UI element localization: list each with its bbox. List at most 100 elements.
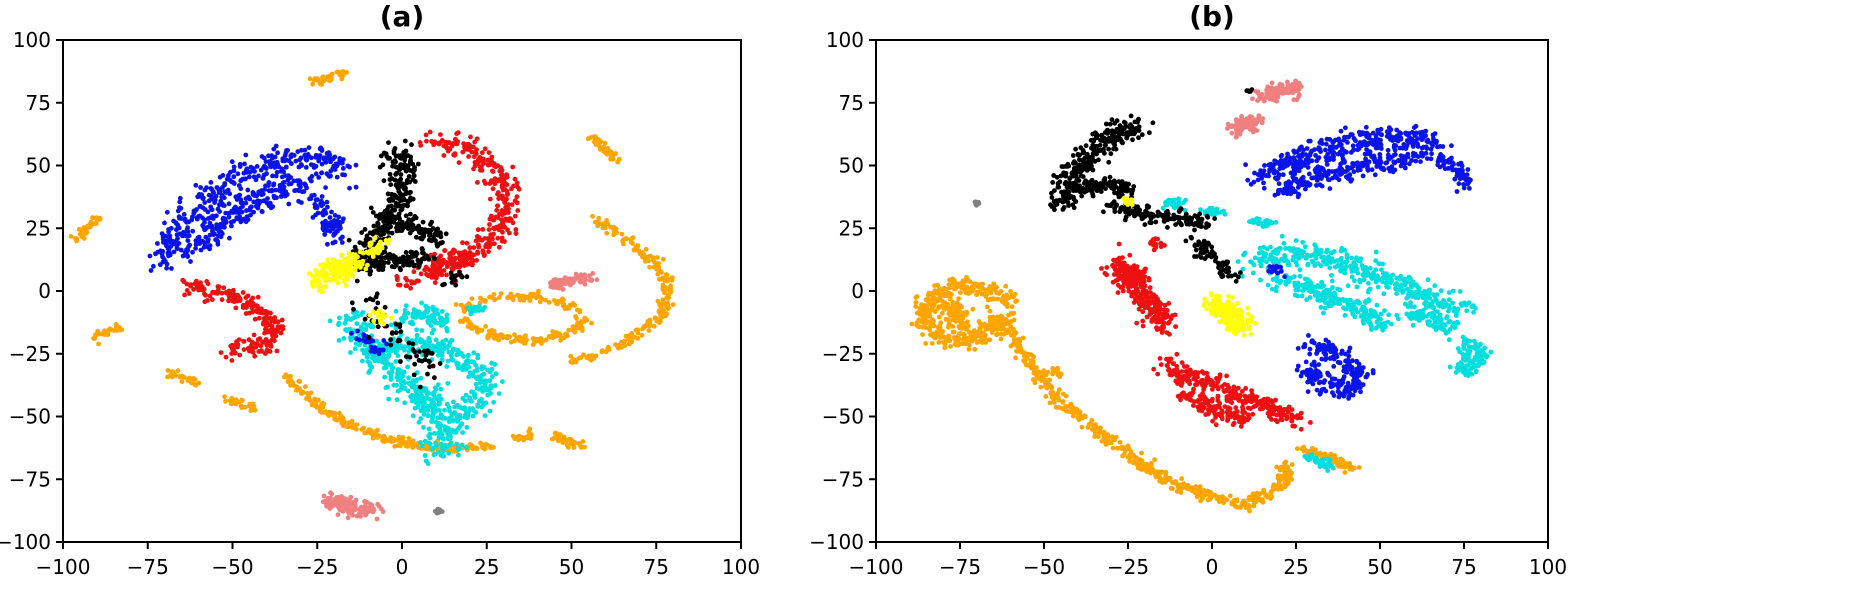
scatter-point bbox=[1271, 486, 1277, 492]
scatter-point bbox=[313, 277, 319, 283]
scatter-point bbox=[655, 255, 660, 260]
scatter-point bbox=[667, 286, 673, 292]
scatter-point bbox=[427, 431, 433, 437]
scatter-point bbox=[487, 294, 493, 300]
scatter-point bbox=[389, 369, 395, 375]
scatter-point bbox=[594, 277, 600, 283]
scatter-point bbox=[475, 404, 481, 409]
scatter-point bbox=[1263, 492, 1269, 497]
scatter-point bbox=[221, 285, 227, 291]
scatter-point bbox=[364, 499, 370, 505]
x-tick-label: 100 bbox=[722, 555, 760, 579]
scatter-point bbox=[510, 297, 516, 303]
scatter-point bbox=[1193, 484, 1199, 489]
scatter-point bbox=[244, 208, 249, 213]
scatter-point bbox=[1259, 498, 1265, 504]
scatter-point bbox=[393, 325, 399, 331]
scatter-point bbox=[497, 168, 503, 174]
scatter-point bbox=[363, 237, 369, 242]
scatter-point bbox=[462, 146, 468, 152]
scatter-point bbox=[229, 208, 235, 214]
scatter-point bbox=[1139, 450, 1144, 456]
scatter-point bbox=[947, 296, 953, 302]
scatter-point bbox=[966, 346, 972, 352]
scatter-point bbox=[385, 191, 391, 197]
scatter-point bbox=[278, 330, 284, 336]
scatter-point bbox=[396, 186, 401, 192]
scatter-point bbox=[482, 413, 488, 419]
scatter-point bbox=[260, 321, 266, 327]
scatter-point bbox=[464, 425, 470, 430]
scatter-point bbox=[226, 201, 232, 207]
scatter-point bbox=[405, 163, 411, 169]
scatter-point bbox=[452, 404, 458, 410]
scatter-point bbox=[439, 445, 445, 451]
scatter-point bbox=[284, 192, 290, 197]
scatter-point bbox=[361, 425, 366, 431]
scatter-point bbox=[231, 174, 237, 180]
scatter-point bbox=[268, 164, 274, 170]
scatter-point bbox=[386, 140, 391, 146]
scatter-point bbox=[1040, 376, 1045, 382]
scatter-point bbox=[450, 346, 456, 352]
scatter-point bbox=[421, 250, 426, 256]
scatter-point bbox=[1253, 494, 1259, 499]
scatter-point bbox=[445, 381, 451, 386]
scatter-point bbox=[424, 350, 430, 355]
scatter-point bbox=[1033, 369, 1039, 375]
scatter-point bbox=[1082, 414, 1088, 420]
scatter-point bbox=[504, 188, 510, 194]
scatter-point bbox=[218, 221, 224, 227]
scatter-point bbox=[406, 344, 412, 350]
scatter-point bbox=[312, 201, 318, 207]
scatter-point bbox=[237, 352, 243, 358]
scatter-point bbox=[411, 173, 417, 179]
scatter-point bbox=[1032, 377, 1038, 382]
subplot-a-title: (a) bbox=[379, 0, 425, 33]
scatter-point bbox=[267, 322, 273, 328]
scatter-point bbox=[1261, 487, 1267, 493]
scatter-point bbox=[202, 200, 208, 205]
scatter-point bbox=[311, 165, 317, 171]
scatter-point bbox=[410, 311, 416, 317]
scatter-point bbox=[383, 385, 389, 391]
blue-cluster bbox=[147, 143, 389, 357]
scatter-point bbox=[1020, 335, 1026, 341]
scatter-point bbox=[499, 208, 505, 213]
scatter-point bbox=[1014, 348, 1020, 354]
scatter-point bbox=[340, 160, 345, 166]
scatter-point bbox=[436, 507, 441, 512]
scatter-point bbox=[500, 379, 505, 384]
scatter-point bbox=[933, 300, 938, 305]
scatter-point bbox=[233, 350, 238, 356]
scatter-point bbox=[604, 348, 610, 354]
scatter-point bbox=[240, 398, 245, 403]
scatter-point bbox=[460, 430, 466, 435]
scatter-point bbox=[562, 306, 568, 312]
scatter-point bbox=[329, 411, 335, 417]
scatter-point bbox=[334, 163, 340, 169]
scatter-point bbox=[299, 163, 304, 168]
scatter-point bbox=[487, 196, 493, 202]
scatter-point bbox=[464, 445, 469, 450]
scatter-point bbox=[1063, 403, 1068, 409]
scatter-point bbox=[307, 398, 313, 404]
scatter-point bbox=[437, 421, 442, 426]
scatter-point bbox=[403, 213, 409, 219]
scatter-point bbox=[490, 186, 496, 192]
scatter-point bbox=[1009, 332, 1015, 338]
scatter-point bbox=[395, 367, 401, 373]
scatter-point bbox=[412, 349, 417, 355]
scatter-point bbox=[328, 77, 334, 82]
scatter-point bbox=[977, 325, 983, 331]
scatter-point bbox=[185, 253, 191, 259]
scatter-point bbox=[937, 286, 942, 292]
scatter-point bbox=[427, 441, 433, 447]
scatter-point bbox=[268, 310, 273, 316]
scatter-point bbox=[436, 435, 442, 441]
scatter-point bbox=[395, 353, 401, 359]
scatter-point bbox=[384, 359, 389, 364]
scatter-point bbox=[410, 341, 416, 347]
scatter-point bbox=[363, 266, 369, 272]
scatter-point bbox=[313, 268, 318, 273]
